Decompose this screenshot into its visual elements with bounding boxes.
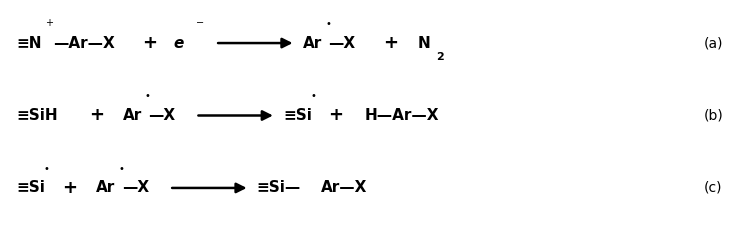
- Text: ≡Si—: ≡Si—: [257, 180, 301, 195]
- Text: ≡Si: ≡Si: [16, 180, 45, 195]
- Text: (a): (a): [704, 36, 723, 50]
- Text: Ar: Ar: [97, 180, 115, 195]
- Text: Ar—X: Ar—X: [321, 180, 368, 195]
- Text: +: +: [142, 34, 157, 52]
- Text: −: −: [196, 18, 204, 28]
- Text: ≡Si: ≡Si: [283, 108, 312, 123]
- Text: Ar: Ar: [303, 36, 322, 51]
- Text: —X: —X: [328, 36, 356, 51]
- Text: •: •: [310, 91, 316, 101]
- Text: •: •: [118, 164, 124, 174]
- Text: H—Ar—X: H—Ar—X: [365, 108, 439, 123]
- Text: •: •: [144, 91, 150, 101]
- Text: +: +: [45, 18, 54, 28]
- Text: Ar: Ar: [123, 108, 142, 123]
- Text: N: N: [417, 36, 430, 51]
- Text: —X: —X: [148, 108, 176, 123]
- Text: •: •: [44, 164, 50, 174]
- Text: +: +: [328, 106, 343, 125]
- Text: —Ar—X: —Ar—X: [53, 36, 115, 51]
- Text: +: +: [383, 34, 398, 52]
- Text: ≡N: ≡N: [16, 36, 42, 51]
- Text: e: e: [173, 36, 184, 51]
- Text: +: +: [89, 106, 104, 125]
- Text: +: +: [62, 179, 77, 197]
- Text: (c): (c): [704, 181, 722, 195]
- Text: —X: —X: [122, 180, 149, 195]
- Text: ≡SiH: ≡SiH: [16, 108, 58, 123]
- Text: •: •: [325, 19, 331, 29]
- Text: 2: 2: [436, 52, 444, 62]
- Text: (b): (b): [704, 109, 723, 122]
